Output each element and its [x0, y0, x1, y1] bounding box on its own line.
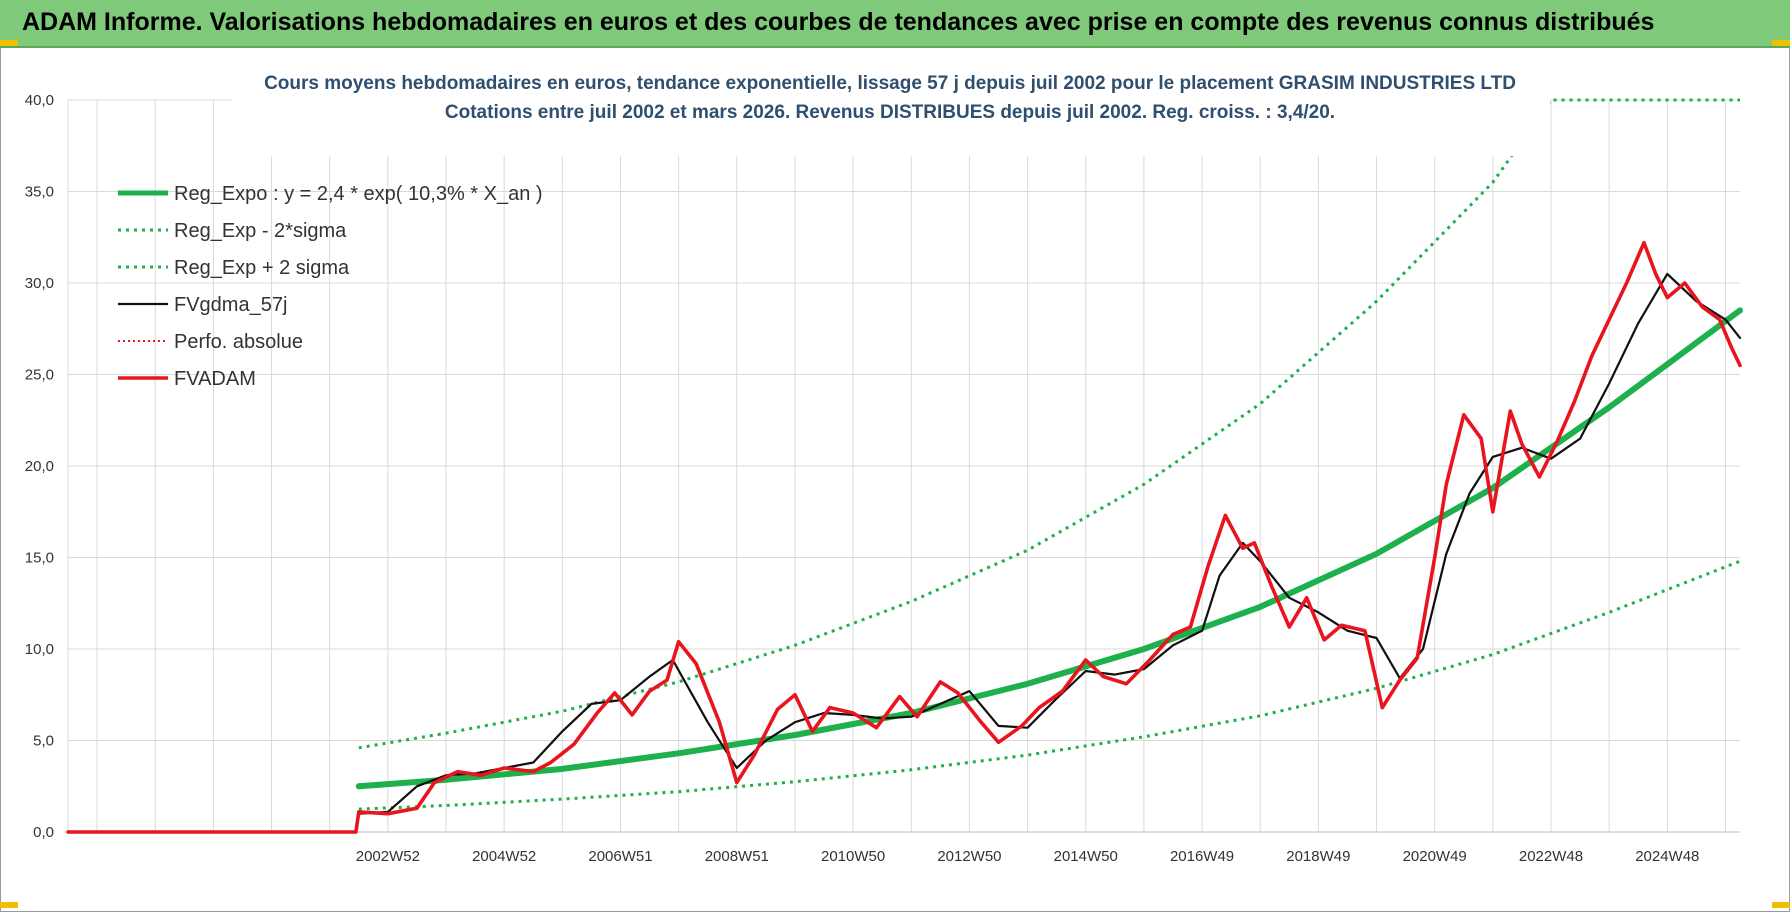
y-axis: 0,0 5,0 10,0 15,0 20,0 25,0 30,0 35,0 40,0	[25, 92, 54, 841]
x-tick-label: 2008W51	[705, 848, 769, 865]
x-tick-label: 2014W50	[1054, 848, 1118, 865]
x-tick-label: 2020W49	[1403, 848, 1467, 865]
legend-label: Reg_Exp - 2*sigma	[174, 220, 347, 242]
y-tick-label: 35,0	[25, 184, 54, 201]
corner-mark-bottom-right	[1772, 902, 1790, 908]
y-tick-label: 15,0	[25, 550, 54, 567]
series-line-2	[358, 559, 1741, 811]
legend-label: FVgdma_57j	[174, 294, 287, 316]
legend: Reg_Expo : y = 2,4 * exp( 10,3% * X_an )…	[118, 183, 543, 390]
x-tick-label: 2022W48	[1519, 848, 1583, 865]
x-tick-label: 2016W49	[1170, 848, 1234, 865]
x-tick-label: 2006W51	[588, 848, 652, 865]
y-tick-label: 40,0	[25, 92, 54, 109]
y-tick-label: 5,0	[33, 733, 54, 750]
y-tick-label: 25,0	[25, 367, 54, 384]
series-line-3	[358, 98, 1740, 750]
x-tick-label: 2018W49	[1286, 848, 1350, 865]
corner-mark-top-right	[1772, 40, 1790, 46]
x-tick-label: 2002W52	[356, 848, 420, 865]
legend-label: Reg_Exp + 2 sigma	[174, 257, 350, 279]
x-tick-label: 2010W50	[821, 848, 885, 865]
header-banner: ADAM Informe. Valorisations hebdomadaire…	[0, 0, 1790, 48]
legend-label: FVADAM	[174, 368, 256, 390]
chart-subtitle: Cotations entre juil 2002 et mars 2026. …	[445, 102, 1335, 123]
x-axis: 2002W52 2004W52 2006W51 2008W51 2010W50 2012W…	[356, 848, 1700, 865]
chart-area: 0,0 5,0 10,0 15,0 20,0 25,0 30,0 35,0 40,0 2002W…	[25, 64, 1743, 865]
x-tick-label: 2012W50	[937, 848, 1001, 865]
x-tick-label: 2004W52	[472, 848, 536, 865]
series-line-5	[68, 272, 1741, 833]
y-tick-label: 10,0	[25, 641, 54, 658]
legend-label: Perfo. absolue	[174, 331, 303, 353]
title-background	[232, 64, 1550, 156]
corner-mark-bottom-left	[0, 902, 18, 908]
y-tick-label: 20,0	[25, 458, 54, 475]
series-line-6	[66, 240, 1742, 834]
x-tick-label: 2024W48	[1635, 848, 1699, 865]
series-line-4	[357, 272, 1742, 815]
corner-mark-top-left	[0, 40, 18, 46]
y-tick-label: 30,0	[25, 275, 54, 292]
legend-label: Reg_Expo : y = 2,4 * exp( 10,3% * X_an )	[174, 183, 543, 205]
series-line-1	[355, 307, 1743, 790]
page-title: ADAM Informe. Valorisations hebdomadaire…	[22, 8, 1655, 36]
grid	[67, 99, 1740, 833]
chart-title: Cours moyens hebdomadaires en euros, ten…	[264, 73, 1516, 94]
y-tick-label: 0,0	[33, 824, 54, 841]
series-group	[66, 98, 1743, 834]
